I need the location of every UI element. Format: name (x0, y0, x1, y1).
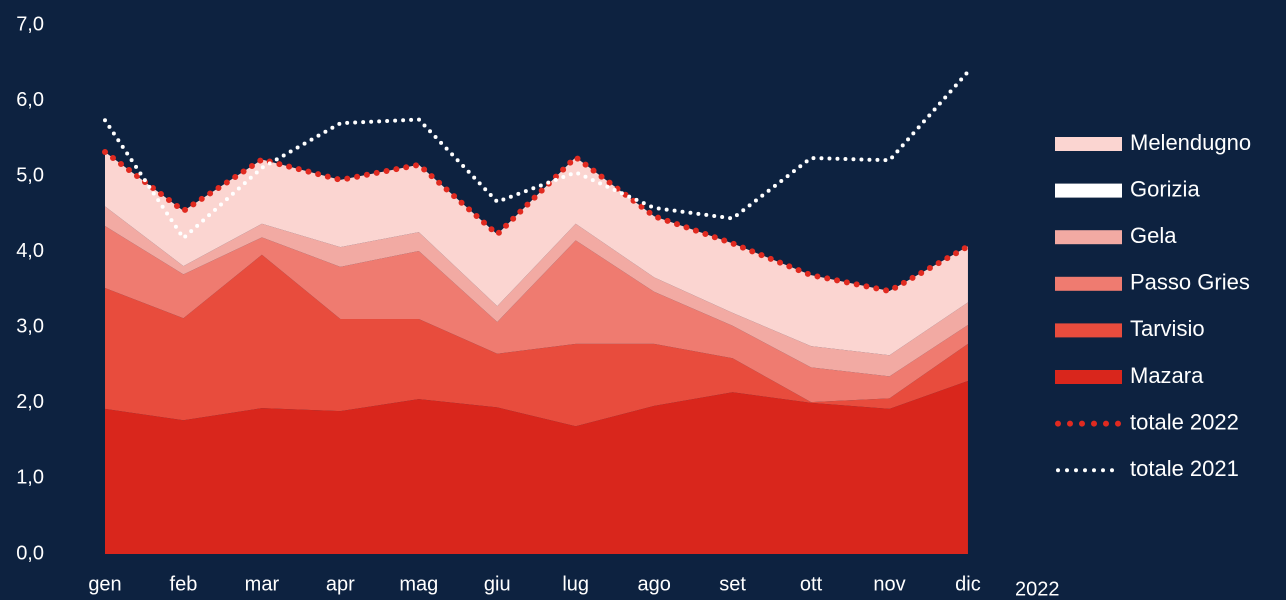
x-tick-label: apr (326, 573, 355, 595)
x-tick-label: gen (88, 573, 121, 595)
legend-swatch (1055, 276, 1122, 291)
area (105, 151, 968, 356)
legend-label: Gorizia (1130, 176, 1200, 201)
legend-swatch (1055, 230, 1122, 245)
x-axis-label: 2022 (1015, 578, 1060, 600)
x-tick-label: dic (955, 573, 981, 595)
legend-swatch (1055, 183, 1122, 198)
x-tick-label: giu (484, 573, 511, 595)
legend-label: Tarvisio (1130, 316, 1205, 341)
y-tick-label: 4,0 (16, 240, 44, 262)
y-tick-label: 5,0 (16, 164, 44, 186)
legend-label: Melendugno (1130, 130, 1251, 155)
x-tick-label: nov (873, 573, 905, 595)
legend-label: totale 2022 (1130, 409, 1239, 434)
y-tick-label: 7,0 (16, 13, 44, 35)
area (105, 226, 968, 403)
legend-swatch (1055, 137, 1122, 151)
legend-label: Passo Gries (1130, 270, 1250, 295)
legend-label: Gela (1130, 223, 1177, 248)
legend-label: totale 2021 (1130, 456, 1239, 481)
legend-swatch (1055, 323, 1122, 338)
x-tick-label: mag (399, 573, 438, 595)
y-tick-label: 6,0 (16, 89, 44, 111)
x-tick-label: ott (800, 573, 823, 595)
x-tick-label: ago (637, 573, 670, 595)
x-tick-label: lug (562, 573, 589, 595)
x-tick-label: mar (245, 573, 280, 595)
x-tick-label: set (719, 573, 746, 595)
area (105, 206, 968, 377)
y-tick-label: 2,0 (16, 391, 44, 413)
y-tick-label: 0,0 (16, 542, 44, 564)
y-tick-label: 3,0 (16, 316, 44, 338)
legend-label: Mazara (1130, 363, 1204, 388)
area (105, 380, 968, 554)
legend-swatch (1055, 370, 1122, 384)
area (105, 254, 968, 427)
x-tick-label: feb (170, 573, 198, 595)
y-tick-label: 1,0 (16, 467, 44, 489)
line (102, 148, 971, 295)
